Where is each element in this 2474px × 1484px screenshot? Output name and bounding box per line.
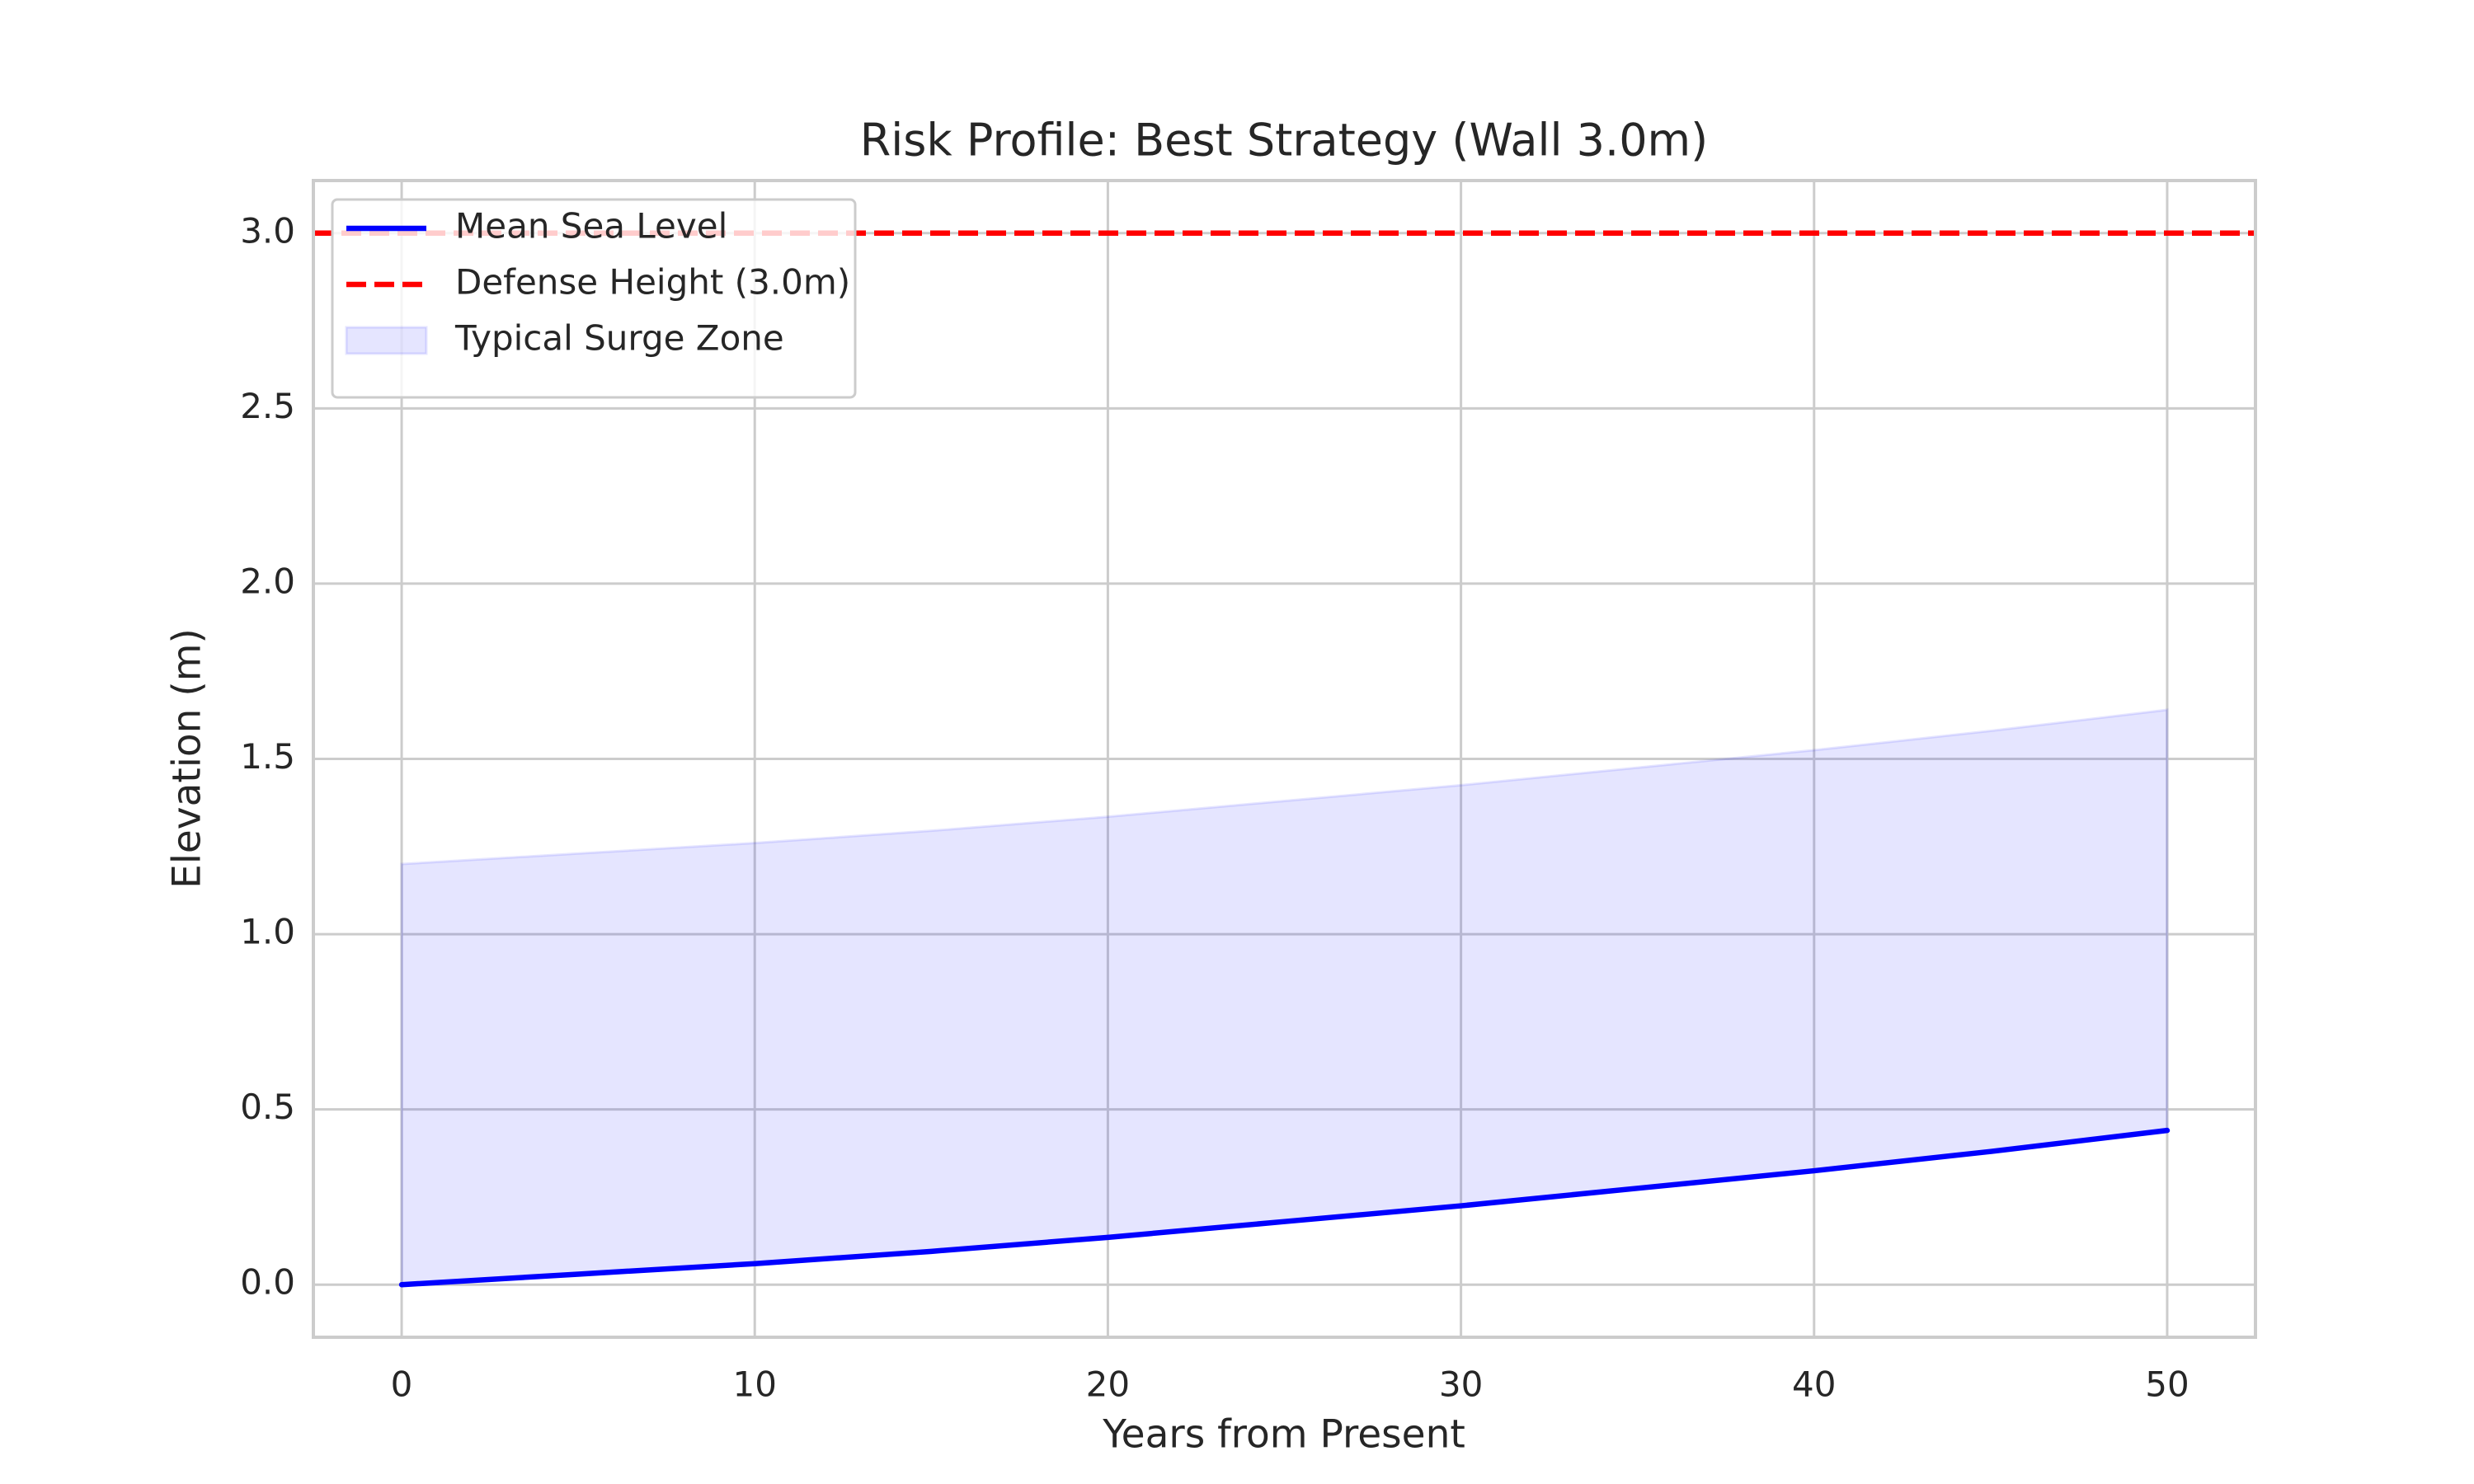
y-tick-label: 2.0 <box>240 561 295 601</box>
legend-label: Typical Surge Zone <box>454 318 784 359</box>
surge-band <box>400 708 2169 1286</box>
x-tick-label: 40 <box>1792 1364 1836 1405</box>
x-tick-label: 20 <box>1086 1364 1130 1405</box>
y-axis-label: Elevation (m) <box>165 628 210 889</box>
sea-level-line <box>398 1127 2171 1288</box>
x-tick-label: 10 <box>733 1364 777 1405</box>
y-tick-label: 0.5 <box>240 1087 295 1127</box>
legend-box <box>331 198 857 399</box>
plot-frame <box>312 179 2257 1339</box>
x-tick-label: 30 <box>1439 1364 1483 1405</box>
x-axis-label: Years from Present <box>1102 1412 1465 1458</box>
chart-title: Risk Profile: Best Strategy (Wall 3.0m) <box>860 115 1708 167</box>
legend-label: Defense Height (3.0m) <box>455 262 850 303</box>
x-tick-label: 50 <box>2145 1364 2189 1405</box>
y-tick-label: 3.0 <box>240 210 295 251</box>
y-tick-label: 1.0 <box>240 912 295 952</box>
y-tick-label: 1.5 <box>240 736 295 777</box>
x-tick-label: 0 <box>391 1364 413 1405</box>
legend: Mean Sea Level Defense Height (3.0m) Typic… <box>331 198 857 399</box>
y-tick-label: 0.0 <box>240 1262 295 1303</box>
legend-swatch <box>345 326 428 355</box>
y-tick-label: 2.5 <box>240 386 295 426</box>
legend-label: Mean Sea Level <box>455 206 727 247</box>
